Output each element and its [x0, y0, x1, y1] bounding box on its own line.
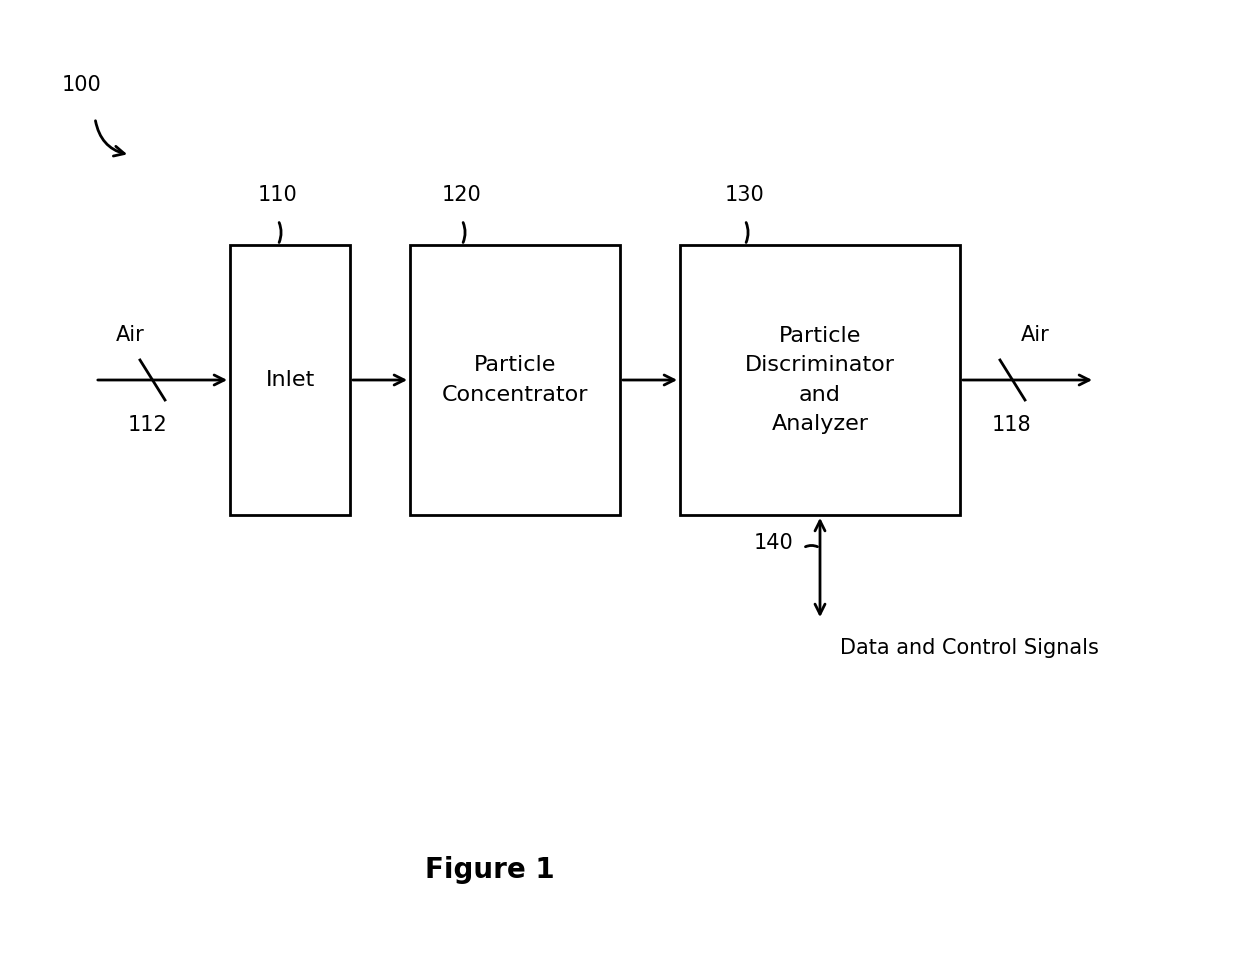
Text: 140: 140: [753, 533, 794, 553]
Text: Particle
Concentrator: Particle Concentrator: [441, 356, 588, 404]
Text: 120: 120: [443, 185, 482, 205]
Text: 130: 130: [725, 185, 765, 205]
Text: Air: Air: [115, 325, 144, 345]
Bar: [229, 245, 350, 515]
Text: Air: Air: [1021, 325, 1049, 345]
Bar: [680, 245, 960, 515]
Text: Data and Control Signals: Data and Control Signals: [839, 638, 1099, 658]
Text: Figure 1: Figure 1: [425, 856, 554, 884]
Text: 100: 100: [62, 75, 102, 95]
Bar: [410, 245, 620, 515]
Text: Inlet: Inlet: [265, 370, 315, 390]
Text: 110: 110: [258, 185, 298, 205]
Text: 118: 118: [992, 415, 1032, 435]
Text: 112: 112: [128, 415, 167, 435]
Text: Particle
Discriminator
and
Analyzer: Particle Discriminator and Analyzer: [745, 325, 895, 435]
